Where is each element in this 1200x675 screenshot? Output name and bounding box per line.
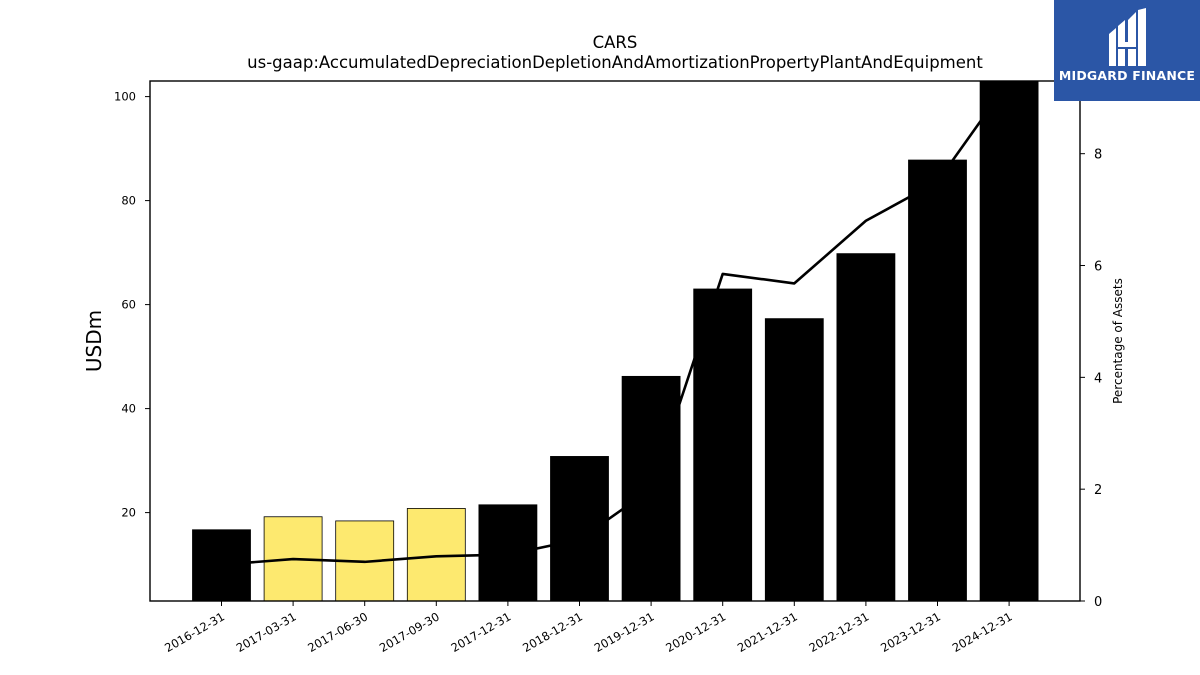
y-tick-label: 60 [121, 298, 136, 312]
midgard-finance-logo: MIDGARD FINANCE [1054, 0, 1200, 101]
bar [836, 253, 896, 602]
line-path [221, 81, 1011, 566]
x-tick-label: 2017-09-30 [377, 609, 442, 655]
chart-subtitle: us-gaap:AccumulatedDepreciationDepletion… [247, 53, 983, 72]
y2-axis-label: Percentage of Assets [1111, 278, 1125, 404]
x-tick-label: 2019-12-31 [592, 609, 657, 655]
x-tick-label: 2016-12-31 [162, 609, 227, 655]
y2-tick-label: 6 [1094, 260, 1102, 275]
bar [764, 318, 824, 602]
x-tick-label: 2017-03-31 [234, 609, 299, 655]
y-tick-label: 100 [114, 90, 136, 104]
plot-frame [149, 80, 1081, 602]
x-tick-label: 2022-12-31 [807, 609, 872, 655]
x-tick-label: 2018-12-31 [520, 609, 585, 655]
y2-tick-label: 0 [1094, 595, 1102, 610]
y-tick-label: 20 [121, 506, 136, 520]
bar-series [192, 80, 1039, 602]
line-series [221, 81, 1011, 566]
bar [693, 288, 753, 602]
bar [908, 159, 967, 602]
bar [979, 80, 1039, 602]
y2-tick-label: 8 [1094, 148, 1102, 163]
bar [192, 529, 251, 602]
logo-mark-icon [1109, 8, 1146, 66]
x-tick-label: 2024-12-31 [950, 609, 1015, 655]
y-tick-label: 80 [121, 194, 136, 208]
y2-tick-label: 2 [1094, 483, 1102, 498]
x-tick-label: 2017-12-31 [449, 609, 514, 655]
y-tick-label: 40 [121, 402, 136, 416]
x-tick-label: 2021-12-31 [735, 609, 800, 655]
bar [550, 456, 609, 602]
y2-tick-label: 4 [1094, 371, 1102, 386]
x-tick-label: 2020-12-31 [663, 609, 728, 655]
logo-text: MIDGARD FINANCE [1058, 68, 1196, 83]
x-tick-label: 2017-06-30 [305, 609, 370, 655]
y-axis-label: USDm [82, 310, 106, 372]
bar [478, 504, 538, 602]
x-tick-label: 2023-12-31 [878, 609, 943, 655]
chart-title: CARS [593, 33, 638, 52]
